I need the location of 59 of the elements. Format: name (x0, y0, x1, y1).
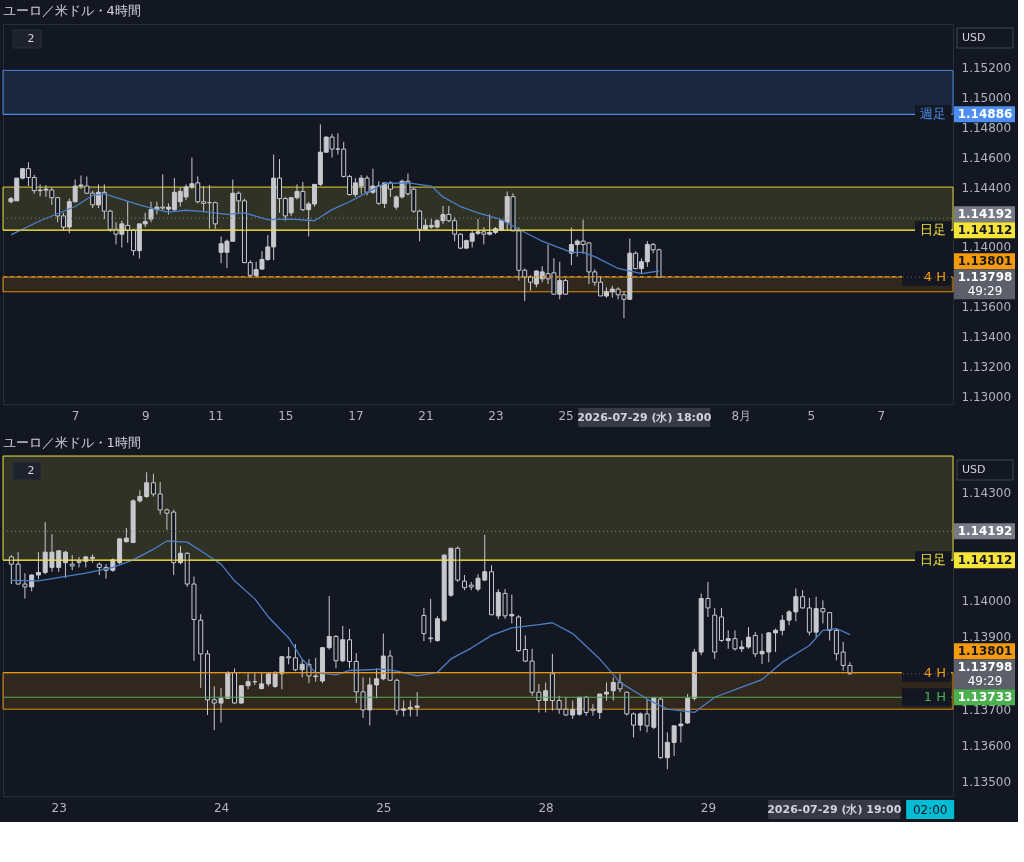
text: 1.14192 (957, 207, 1013, 222)
x-tick-label: 25 (558, 408, 574, 423)
y-tick-label: 1.13700 (961, 702, 1012, 717)
text: USD (962, 31, 986, 44)
y-tick-label: 1.14400 (961, 180, 1012, 195)
text: 1.14886 (957, 107, 1013, 122)
y-tick-label: 1.13200 (961, 360, 1012, 375)
text: USD (962, 463, 986, 476)
ref-line-label: 4 H (923, 268, 946, 284)
chart-title: ユーロ／米ドル・4時間 (2, 3, 141, 18)
x-tick-label: 7 (71, 408, 80, 423)
text: 49:29 (967, 284, 1003, 299)
x-tick-label: 29 (700, 800, 717, 815)
x-tick-label: 23 (51, 800, 67, 815)
x-tick-label: 28 (538, 800, 554, 815)
x-tick-label: 24 (213, 800, 230, 815)
x-tick-label: 17 (348, 408, 364, 423)
x-tick-label: 9 (141, 408, 150, 423)
x-tick-label: 23 (488, 408, 504, 423)
text: 2026-07-29 (水) 18:00 (577, 410, 712, 424)
x-tick-label: 25 (376, 800, 392, 815)
y-tick-label: 1.15200 (961, 60, 1012, 75)
ref-line-label: 日足 (920, 222, 946, 238)
text: 49:29 (967, 674, 1003, 689)
x-tick-label: 8月 (731, 408, 752, 423)
x-tick-label: 15 (278, 408, 294, 423)
ref-line-label: 1 H (923, 689, 946, 705)
x-tick-label: 7 (877, 408, 886, 423)
chart-title: ユーロ／米ドル・1時間 (2, 434, 141, 450)
ref-line-label: 週足 (920, 106, 946, 122)
text: 1.14192 (957, 524, 1013, 539)
y-tick-label: 1.13400 (961, 330, 1012, 345)
annotation: 2 (27, 32, 35, 45)
y-tick-label: 1.14000 (961, 240, 1012, 255)
text: 1.13801 (957, 644, 1013, 659)
y-tick-label: 1.13600 (961, 738, 1012, 753)
y-tick-label: 1.13900 (961, 630, 1012, 645)
text: 1.13798 (957, 660, 1013, 675)
x-tick-label: 11 (208, 408, 224, 423)
text: 1.13733 (957, 690, 1013, 705)
y-tick-label: 1.15000 (961, 90, 1012, 105)
y-tick-label: 1.14000 (961, 594, 1012, 609)
text: 2026-07-29 (水) 19:00 (767, 802, 902, 816)
y-tick-label: 1.13600 (961, 300, 1012, 315)
text: 1.14112 (957, 223, 1013, 238)
y-tick-label: 1.14600 (961, 150, 1012, 165)
ref-line-label: 日足 (920, 552, 946, 568)
y-tick-label: 1.14300 (961, 485, 1012, 500)
y-tick-label: 1.14800 (961, 120, 1012, 135)
annotation: 2 (27, 464, 35, 477)
text: 1.13801 (957, 254, 1013, 269)
x-tick-label: 5 (807, 408, 816, 423)
x-tick-label: 21 (418, 408, 434, 423)
text: 1.14112 (957, 553, 1013, 568)
text: 1.13798 (957, 270, 1013, 285)
text: 02:00 (912, 802, 948, 817)
y-tick-label: 1.13000 (961, 390, 1012, 405)
ref-line-label: 4 H (923, 664, 946, 680)
y-tick-label: 1.13500 (961, 775, 1012, 790)
